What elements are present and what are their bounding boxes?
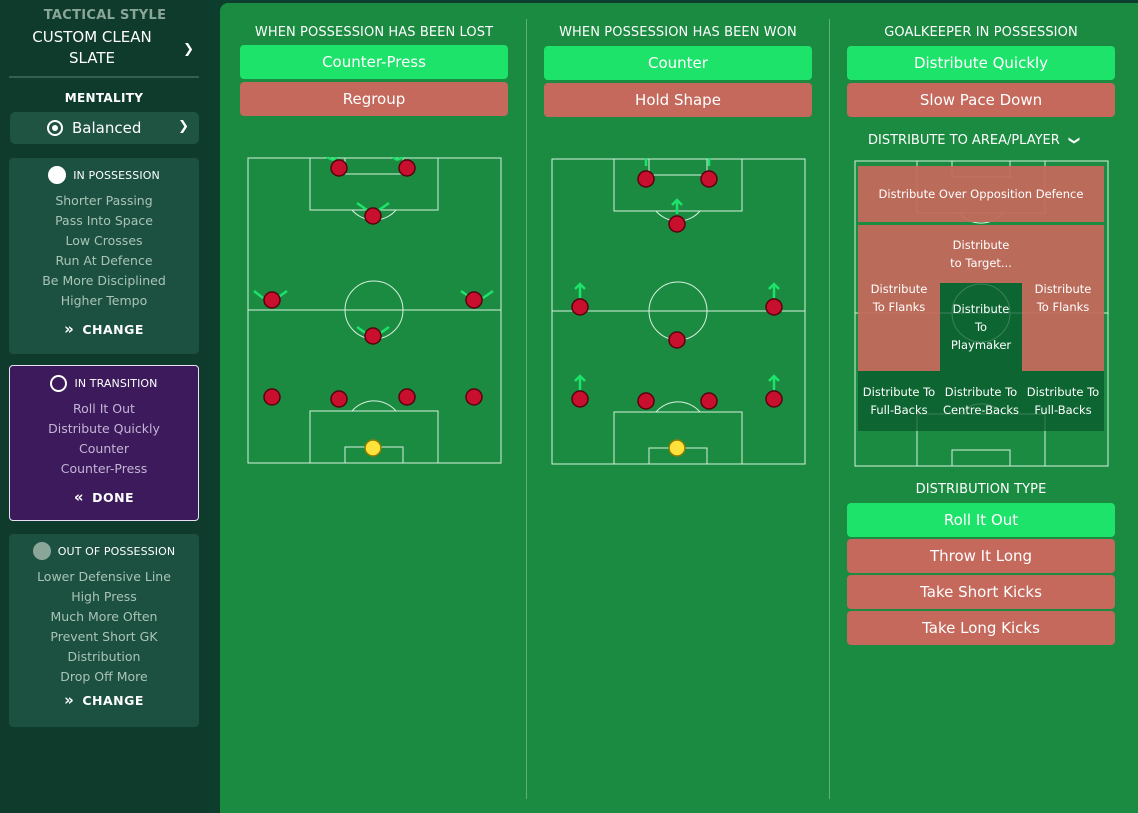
- sidebar: TACTICAL STYLE CUSTOM CLEAN SLATE ❯ MENT…: [0, 0, 207, 813]
- take-long-kicks-option[interactable]: Take Long Kicks: [847, 611, 1115, 645]
- change-label: CHANGE: [82, 692, 144, 708]
- counter-option[interactable]: Counter: [544, 46, 812, 80]
- roll-it-out-option[interactable]: Roll It Out: [847, 503, 1115, 537]
- in-transition-panel: IN TRANSITION Roll It Out Distribute Qui…: [9, 365, 199, 521]
- mentality-dropdown[interactable]: Balanced ❯: [10, 112, 199, 144]
- out-of-possession-change-button[interactable]: » CHANGE: [9, 691, 199, 709]
- list-item: Much More Often: [50, 609, 158, 624]
- out-of-possession-list: Lower Defensive Line High Press Much Mor…: [9, 567, 199, 687]
- column-divider: [526, 19, 527, 799]
- distribution-type-title: DISTRIBUTION TYPE: [915, 482, 1047, 497]
- counter-press-option[interactable]: Counter-Press: [240, 45, 508, 79]
- zone-playmaker[interactable]: Distribute To Playmaker: [940, 283, 1022, 371]
- done-label: DONE: [92, 489, 135, 505]
- mentality-value: Balanced: [72, 119, 142, 137]
- list-item: Drop Off More: [60, 669, 148, 684]
- in-possession-list: Shorter Passing Pass Into Space Low Cros…: [9, 191, 199, 311]
- distribute-quickly-option[interactable]: Distribute Quickly: [847, 46, 1115, 80]
- tactical-style-label: TACTICAL STYLE: [43, 8, 167, 23]
- divider: [9, 76, 199, 78]
- zone-fullbacks-left[interactable]: Distribute To Full-Backs: [858, 371, 940, 431]
- list-item: Prevent Short GK: [50, 629, 158, 644]
- player-markers: [263, 159, 483, 408]
- goalkeeper-marker: [668, 439, 686, 457]
- zone-over-opposition-defence[interactable]: Distribute Over Opposition Defence: [858, 166, 1104, 222]
- take-short-kicks-option[interactable]: Take Short Kicks: [847, 575, 1115, 609]
- throw-it-long-option[interactable]: Throw It Long: [847, 539, 1115, 573]
- double-chevron-left-icon: «: [73, 488, 85, 506]
- column-divider: [829, 19, 830, 799]
- in-possession-change-button[interactable]: » CHANGE: [9, 320, 199, 338]
- tactical-style-selector[interactable]: TACTICAL STYLE CUSTOM CLEAN SLATE ❯: [10, 8, 200, 69]
- transition-instructions-area: WHEN POSSESSION HAS BEEN LOST Counter-Pr…: [220, 3, 1138, 813]
- transition-icon: [50, 374, 68, 392]
- chevron-down-icon: ❯: [1067, 135, 1081, 146]
- in-possession-panel: IN POSSESSION Shorter Passing Pass Into …: [9, 158, 199, 354]
- distribute-to-title: DISTRIBUTE TO AREA/PLAYER: [868, 133, 1060, 148]
- zone-fullbacks-right[interactable]: Distribute To Full-Backs: [1022, 371, 1104, 431]
- list-item: Lower Defensive Line: [37, 569, 171, 584]
- regroup-option[interactable]: Regroup: [240, 82, 508, 116]
- won-pitch: [551, 158, 807, 466]
- list-item: Low Crosses: [65, 233, 143, 248]
- hold-shape-option[interactable]: Hold Shape: [544, 83, 812, 117]
- possession-lost-title: WHEN POSSESSION HAS BEEN LOST: [254, 25, 494, 40]
- list-item: Distribute Quickly: [48, 421, 160, 436]
- out-of-possession-panel: OUT OF POSSESSION Lower Defensive Line H…: [9, 534, 199, 727]
- possession-won-title: WHEN POSSESSION HAS BEEN WON: [559, 25, 797, 40]
- lost-pitch: [247, 157, 503, 465]
- list-item: Distribution: [67, 649, 141, 664]
- goalkeeper-marker: [364, 439, 382, 457]
- zone-centrebacks[interactable]: Distribute To Centre-Backs: [940, 371, 1022, 431]
- defence-icon: [32, 542, 51, 560]
- zone-target[interactable]: Distribute to Target...: [940, 225, 1022, 283]
- double-chevron-right-icon: »: [64, 691, 75, 709]
- mentality-label: MENTALITY: [64, 91, 144, 105]
- tactical-style-value: CUSTOM CLEAN SLATE: [32, 28, 152, 67]
- list-item: High Press: [71, 589, 137, 604]
- list-item: Roll It Out: [73, 401, 135, 416]
- change-label: CHANGE: [82, 321, 144, 337]
- in-transition-done-button[interactable]: « DONE: [10, 488, 198, 506]
- chevron-down-icon: ❯: [178, 119, 189, 134]
- list-item: Shorter Passing: [55, 193, 153, 208]
- double-chevron-right-icon: »: [64, 320, 75, 338]
- movement-arrows: [253, 157, 494, 336]
- list-item: Pass Into Space: [55, 213, 153, 228]
- in-transition-list: Roll It Out Distribute Quickly Counter C…: [10, 399, 198, 479]
- distribute-to-dropdown[interactable]: DISTRIBUTE TO AREA/PLAYER ❯: [868, 133, 1081, 148]
- list-item: Higher Tempo: [60, 293, 148, 308]
- out-of-possession-title: OUT OF POSSESSION: [57, 544, 176, 558]
- zone-flanks-left[interactable]: Distribute To Flanks: [858, 225, 940, 371]
- list-item: Counter-Press: [60, 461, 148, 476]
- player-markers: [571, 170, 783, 410]
- zone-flanks-right[interactable]: Distribute To Flanks: [1022, 225, 1104, 371]
- movement-arrows: [574, 158, 780, 390]
- list-item: Be More Disciplined: [42, 273, 166, 288]
- in-transition-title: IN TRANSITION: [74, 376, 158, 390]
- football-icon: [48, 166, 67, 184]
- list-item: Counter: [79, 441, 129, 456]
- slow-pace-down-option[interactable]: Slow Pace Down: [847, 83, 1115, 117]
- mentality-icon: [47, 120, 63, 136]
- list-item: Run At Defence: [55, 253, 153, 268]
- in-possession-title: IN POSSESSION: [73, 168, 160, 182]
- goalkeeper-possession-title: GOALKEEPER IN POSSESSION: [884, 25, 1078, 40]
- chevron-down-icon[interactable]: ❯: [183, 42, 194, 57]
